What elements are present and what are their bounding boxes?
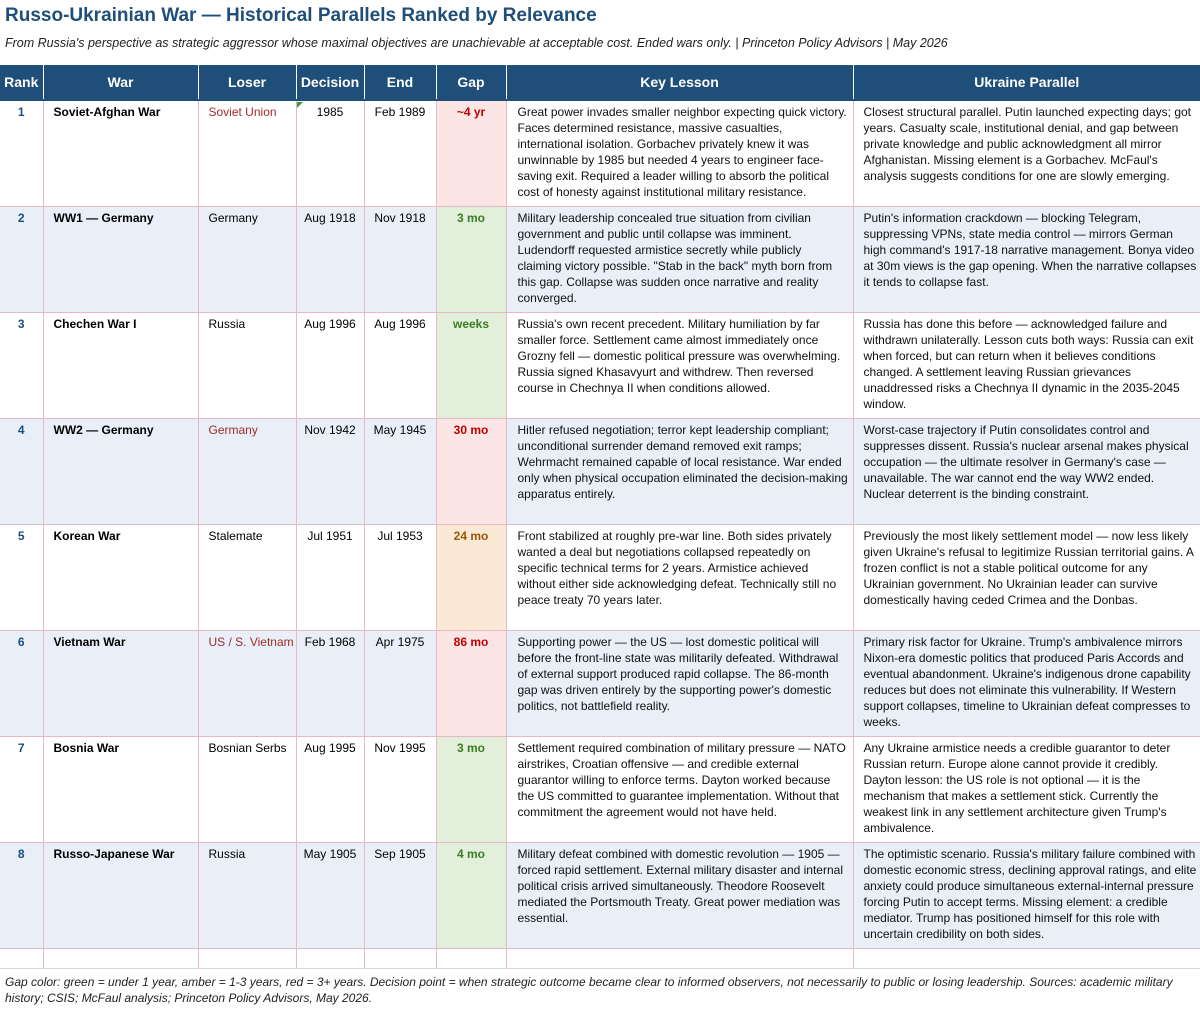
- cell-end[interactable]: May 1945: [364, 418, 437, 525]
- cell-loser[interactable]: Germany: [198, 206, 297, 313]
- cell-gap[interactable]: 24 mo: [436, 524, 507, 631]
- cell-decision[interactable]: Jul 1951: [296, 524, 365, 631]
- cell-end[interactable]: Jul 1953: [364, 524, 437, 631]
- cell-gap[interactable]: weeks: [436, 312, 507, 419]
- empty-cell[interactable]: [364, 948, 437, 969]
- column-header-key-lesson[interactable]: Key Lesson: [506, 65, 854, 101]
- cell-war[interactable]: Bosnia War: [43, 736, 199, 843]
- cell-war[interactable]: WW1 — Germany: [43, 206, 199, 313]
- cell-ukraine-parallel[interactable]: Worst-case trajectory if Putin consolida…: [853, 418, 1200, 525]
- page-subtitle: From Russia's perspective as strategic a…: [5, 36, 948, 50]
- cell-loser[interactable]: Soviet Union: [198, 100, 297, 207]
- cell-ukraine-parallel[interactable]: Putin's information crackdown — blocking…: [853, 206, 1200, 313]
- cell-gap[interactable]: 4 mo: [436, 842, 507, 949]
- cell-rank[interactable]: 2: [0, 206, 44, 313]
- cell-gap[interactable]: 3 mo: [436, 736, 507, 843]
- cell-decision[interactable]: Aug 1996: [296, 312, 365, 419]
- cell-end[interactable]: Feb 1989: [364, 100, 437, 207]
- column-header-loser[interactable]: Loser: [198, 65, 297, 101]
- cell-ukraine-parallel[interactable]: The optimistic scenario. Russia's milita…: [853, 842, 1200, 949]
- cell-ukraine-parallel[interactable]: Closest structural parallel. Putin launc…: [853, 100, 1200, 207]
- header-row: Rank War Loser Decision End Gap Key Less…: [0, 65, 1200, 101]
- column-header-end[interactable]: End: [364, 65, 437, 101]
- cell-loser[interactable]: US / S. Vietnam: [198, 630, 297, 737]
- table-row: 2 WW1 — Germany Germany Aug 1918 Nov 191…: [0, 206, 1200, 313]
- cell-end[interactable]: Aug 1996: [364, 312, 437, 419]
- page-title: Russo-Ukrainian War — Historical Paralle…: [5, 5, 597, 26]
- cell-rank[interactable]: 7: [0, 736, 44, 843]
- cell-rank[interactable]: 5: [0, 524, 44, 631]
- table-row: 5 Korean War Stalemate Jul 1951 Jul 1953…: [0, 524, 1200, 631]
- cell-ukraine-parallel[interactable]: Any Ukraine armistice needs a credible g…: [853, 736, 1200, 843]
- cell-decision[interactable]: Aug 1995: [296, 736, 365, 843]
- table-row: 6 Vietnam War US / S. Vietnam Feb 1968 A…: [0, 630, 1200, 737]
- cell-rank[interactable]: 8: [0, 842, 44, 949]
- cell-end[interactable]: Apr 1975: [364, 630, 437, 737]
- column-header-decision[interactable]: Decision: [296, 65, 365, 101]
- cell-war[interactable]: Vietnam War: [43, 630, 199, 737]
- cell-loser[interactable]: Germany: [198, 418, 297, 525]
- column-header-gap[interactable]: Gap: [436, 65, 507, 101]
- cell-key-lesson[interactable]: Supporting power — the US — lost domesti…: [506, 630, 854, 737]
- cell-key-lesson[interactable]: Military leadership concealed true situa…: [506, 206, 854, 313]
- cell-decision[interactable]: Aug 1918: [296, 206, 365, 313]
- cell-gap[interactable]: 30 mo: [436, 418, 507, 525]
- cell-decision[interactable]: May 1905: [296, 842, 365, 949]
- cell-key-lesson[interactable]: Great power invades smaller neighbor exp…: [506, 100, 854, 207]
- comment-indicator-icon[interactable]: [297, 102, 303, 108]
- cell-gap[interactable]: 3 mo: [436, 206, 507, 313]
- table-row: 1 Soviet-Afghan War Soviet Union 1985 Fe…: [0, 100, 1200, 207]
- table-row: 7 Bosnia War Bosnian Serbs Aug 1995 Nov …: [0, 736, 1200, 843]
- empty-cell[interactable]: [506, 948, 854, 969]
- empty-cell[interactable]: [43, 948, 199, 969]
- column-header-war[interactable]: War: [43, 65, 199, 101]
- table-row: 3 Chechen War I Russia Aug 1996 Aug 1996…: [0, 312, 1200, 419]
- cell-key-lesson[interactable]: Hitler refused negotiation; terror kept …: [506, 418, 854, 525]
- cell-rank[interactable]: 1: [0, 100, 44, 207]
- cell-ukraine-parallel[interactable]: Primary risk factor for Ukraine. Trump's…: [853, 630, 1200, 737]
- cell-decision[interactable]: Nov 1942: [296, 418, 365, 525]
- empty-cell[interactable]: [296, 948, 365, 969]
- empty-cell[interactable]: [198, 948, 297, 969]
- cell-rank[interactable]: 6: [0, 630, 44, 737]
- empty-cell[interactable]: [853, 948, 1200, 969]
- empty-row: [0, 948, 1200, 969]
- cell-loser[interactable]: Russia: [198, 842, 297, 949]
- table-row: 4 WW2 — Germany Germany Nov 1942 May 194…: [0, 418, 1200, 525]
- cell-end[interactable]: Sep 1905: [364, 842, 437, 949]
- cell-loser[interactable]: Russia: [198, 312, 297, 419]
- cell-end[interactable]: Nov 1995: [364, 736, 437, 843]
- cell-war[interactable]: Soviet-Afghan War: [43, 100, 199, 207]
- cell-ukraine-parallel[interactable]: Previously the most likely settlement mo…: [853, 524, 1200, 631]
- cell-ukraine-parallel[interactable]: Russia has done this before — acknowledg…: [853, 312, 1200, 419]
- column-header-rank[interactable]: Rank: [0, 65, 44, 101]
- cell-loser[interactable]: Bosnian Serbs: [198, 736, 297, 843]
- cell-end[interactable]: Nov 1918: [364, 206, 437, 313]
- cell-war[interactable]: Chechen War I: [43, 312, 199, 419]
- cell-key-lesson[interactable]: Front stabilized at roughly pre-war line…: [506, 524, 854, 631]
- cell-gap[interactable]: 86 mo: [436, 630, 507, 737]
- column-header-ukraine-parallel[interactable]: Ukraine Parallel: [853, 65, 1200, 101]
- cell-key-lesson[interactable]: Russia's own recent precedent. Military …: [506, 312, 854, 419]
- cell-war[interactable]: Korean War: [43, 524, 199, 631]
- empty-cell[interactable]: [436, 948, 507, 969]
- table-row: 8 Russo-Japanese War Russia May 1905 Sep…: [0, 842, 1200, 949]
- cell-war[interactable]: WW2 — Germany: [43, 418, 199, 525]
- parallels-table: Rank War Loser Decision End Gap Key Less…: [0, 65, 1200, 969]
- cell-war[interactable]: Russo-Japanese War: [43, 842, 199, 949]
- cell-key-lesson[interactable]: Settlement required combination of milit…: [506, 736, 854, 843]
- cell-rank[interactable]: 3: [0, 312, 44, 419]
- cell-loser[interactable]: Stalemate: [198, 524, 297, 631]
- cell-gap[interactable]: ~4 yr: [436, 100, 507, 207]
- cell-decision[interactable]: Feb 1968: [296, 630, 365, 737]
- cell-decision[interactable]: 1985: [296, 100, 365, 207]
- table-footnote: Gap color: green = under 1 year, amber =…: [5, 975, 1173, 1005]
- empty-cell[interactable]: [0, 948, 44, 969]
- cell-rank[interactable]: 4: [0, 418, 44, 525]
- cell-key-lesson[interactable]: Military defeat combined with domestic r…: [506, 842, 854, 949]
